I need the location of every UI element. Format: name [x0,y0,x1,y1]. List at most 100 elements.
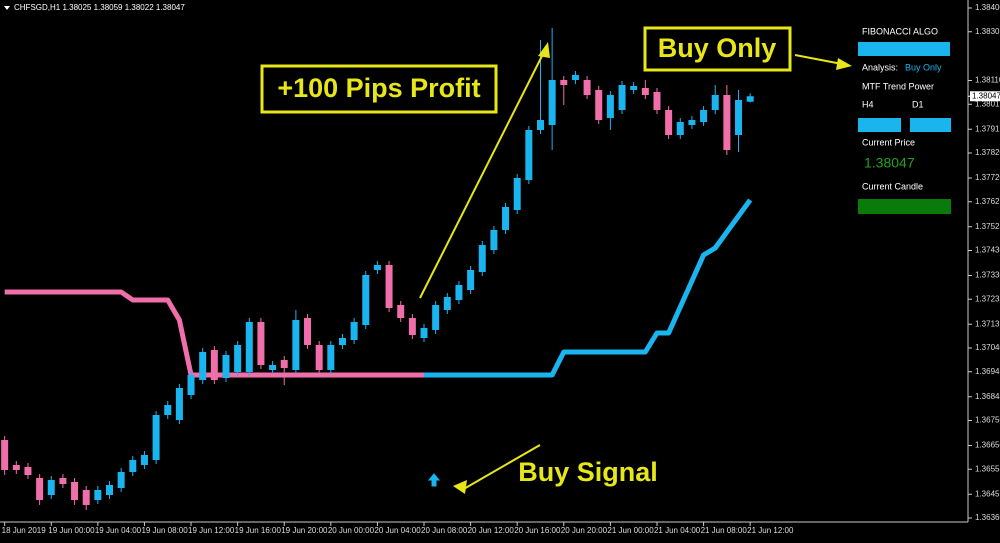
y-tick-label: 1.36455 [975,489,1000,498]
panel-label: Analysis: [862,62,898,72]
candle-body [280,360,288,368]
y-tick-label: 1.36750 [975,416,1000,425]
panel-label: Current Price [862,137,915,147]
candle-body [71,482,79,500]
x-tick-label: 21 Jun 04:00 [654,526,701,535]
panel-price: 1.38047 [864,155,915,171]
candle-body [700,110,708,122]
candle-body [36,478,44,500]
candle-body [327,345,335,370]
candle-body [420,328,428,338]
trend-line [424,198,753,378]
candle-body [82,490,90,505]
candle-body [676,122,684,135]
candle-body [502,207,510,230]
x-tick-label: 19 Jun 16:00 [235,526,282,535]
y-tick-label: 1.37040 [975,343,1000,352]
y-tick-label: 1.36650 [975,441,1000,450]
y-tick-label: 1.37525 [975,222,1000,231]
candle-body [746,96,754,102]
candle-body [455,285,463,300]
candle-body [234,345,242,372]
candle-body [222,355,230,378]
candle-body [292,320,300,370]
x-tick-label: 19 Jun 12:00 [188,526,235,535]
x-tick-label: 21 Jun 00:00 [607,526,654,535]
candle-body [210,350,218,380]
candle-body [641,88,649,95]
annotation-box [643,26,792,72]
candle-body [12,465,20,470]
candle-body [1,440,9,470]
x-tick-label: 20 Jun 16:00 [514,526,561,535]
candle-body [117,472,125,488]
candle-body [373,265,381,270]
candle-body [304,318,312,345]
y-tick-label: 1.38305 [975,27,1000,36]
candle-body [385,265,393,308]
candle-body [129,460,137,472]
y-tick-label: 1.38015 [975,99,1000,108]
x-tick-label: 19 Jun 00:00 [48,526,95,535]
candle-body [478,245,486,272]
candle-body [467,270,475,290]
menu-triangle [4,6,10,10]
candle-body [618,85,626,110]
candle-body [595,90,603,120]
candle-body [199,352,207,380]
x-tick-label: 20 Jun 04:00 [374,526,421,535]
candle-body [350,322,358,340]
candle-body [525,130,533,180]
annotation: +100 Pips Profit [277,73,480,103]
candle-body [362,275,370,325]
y-tick-label: 1.37915 [975,124,1000,133]
y-tick-label: 1.37235 [975,294,1000,303]
x-tick-label: 19 Jun 08:00 [141,526,188,535]
panel-candle [858,199,951,214]
candle-body [490,230,498,250]
candle-body [548,80,556,125]
buy-signal-arrow [427,473,441,487]
x-tick-label: 18 Jun 2019 [2,526,47,535]
candle-body [47,480,55,495]
candle-body [269,365,277,370]
marks [1,28,754,510]
y-tick-label: 1.37330 [975,271,1000,280]
y-tick-label: 1.36555 [975,464,1000,473]
arrow-head [836,58,852,70]
current-price-label: 1.38047 [972,91,1000,100]
candle-body [94,490,102,500]
arrow-head [538,42,550,58]
arrow-line [461,444,541,491]
candle-body [536,120,544,130]
candle-body [653,92,661,110]
arrow-line [794,54,843,65]
y-tick-label: 1.37625 [975,197,1000,206]
x-tick-label: 21 Jun 08:00 [701,526,748,535]
candle-body [105,485,113,495]
x-tick-label: 19 Jun 04:00 [95,526,142,535]
candle-body [24,467,32,475]
annotation: Buy Only [658,33,777,63]
candle-body [187,375,195,395]
x-tick-label: 20 Jun 00:00 [328,526,375,535]
candle-body [152,415,160,460]
y-tick-label: 1.36845 [975,392,1000,401]
x-tick-label: 20 Jun 08:00 [421,526,468,535]
candle-body [164,405,172,415]
y-tick-label: 1.36945 [975,367,1000,376]
y-tick-label: 1.37135 [975,319,1000,328]
x-tick-label: 20 Jun 12:00 [468,526,515,535]
current-price-box [970,91,1000,102]
candle-body [688,120,696,125]
symbol-header: CHFSGD,H1 1.38025 1.38059 1.38022 1.3804… [14,3,185,12]
panel-box [910,118,951,132]
candle-body [665,110,673,135]
candle-body [606,95,614,118]
candle-body [338,338,346,345]
panel-label: D1 [912,99,924,109]
candle-body [571,75,579,80]
